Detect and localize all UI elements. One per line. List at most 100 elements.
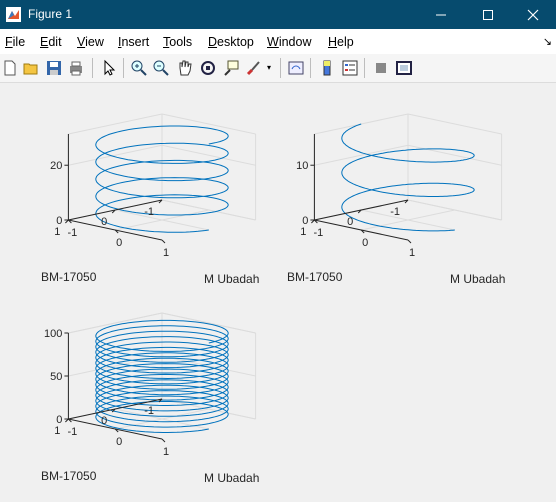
- print-icon[interactable]: [67, 59, 85, 77]
- menu-edit-rest: dit: [48, 35, 62, 49]
- grid-line: [115, 209, 209, 231]
- grid-line: [161, 113, 256, 135]
- link-plot-icon[interactable]: [287, 59, 305, 77]
- toolbar-separator: [123, 58, 124, 78]
- z-tick-label: 0: [302, 215, 308, 227]
- matlab-logo-icon: [6, 7, 21, 22]
- y-tick: [311, 219, 315, 224]
- figure-toolbar: ▾: [0, 54, 556, 83]
- window-title: Figure 1: [28, 7, 73, 21]
- y-tick: [65, 418, 69, 423]
- menu-help[interactable]: Help: [328, 35, 354, 49]
- x-tick: [360, 229, 365, 234]
- maximize-icon: [483, 9, 493, 20]
- menu-window-rest: indow: [278, 35, 312, 49]
- toolbar-separator: [310, 58, 311, 78]
- x-tick-label: -1: [68, 227, 78, 239]
- y-tick-label: 0: [347, 216, 353, 228]
- z-tick-label: 100: [44, 328, 62, 340]
- new-figure-icon[interactable]: [1, 59, 19, 77]
- menu-desktop[interactable]: Desktop: [208, 35, 254, 49]
- menu-edit[interactable]: Edit: [40, 35, 62, 49]
- y-tick: [65, 219, 69, 224]
- z-tick-label: 20: [50, 160, 62, 172]
- menu-tools[interactable]: Tools: [163, 35, 193, 49]
- y-axis-label: BM-17050: [41, 270, 97, 284]
- z-tick-label: 0: [56, 215, 62, 227]
- figure-canvas[interactable]: 0 20 -1 0 1 -1 0 1 BM-17050 M Ubadah 0 10 -1 0 1 -1 0 1 BM…: [0, 83, 556, 502]
- x-tick: [161, 239, 166, 244]
- x-tick-label: 0: [116, 237, 122, 249]
- grid-line: [68, 144, 256, 166]
- y-tick: [111, 209, 116, 214]
- z-tick-label: 0: [56, 414, 62, 426]
- minimize-button[interactable]: [418, 0, 464, 29]
- close-icon: [527, 9, 539, 20]
- toolbar-separator: [280, 58, 281, 78]
- menu-file[interactable]: File: [5, 35, 26, 49]
- pan-icon[interactable]: [176, 59, 194, 77]
- y-tick-label: -1: [144, 405, 154, 417]
- pointer-icon[interactable]: [100, 59, 118, 77]
- helix-series-line: [95, 319, 229, 433]
- rotate-3d-icon[interactable]: [199, 59, 217, 77]
- y-tick: [404, 199, 409, 204]
- open-file-icon[interactable]: [22, 59, 40, 77]
- z-tick-label: 10: [296, 160, 308, 172]
- x-axis-label: M Ubadah: [204, 272, 259, 286]
- x-tick: [407, 239, 412, 244]
- brush-icon[interactable]: [245, 59, 263, 77]
- x-tick: [68, 418, 72, 423]
- colorbar-icon[interactable]: [318, 59, 336, 77]
- y-tick-label: 1: [54, 425, 60, 437]
- y-axis-label: BM-17050: [41, 469, 97, 483]
- maximize-button[interactable]: [465, 0, 511, 29]
- dock-arrow-icon[interactable]: ↘: [542, 36, 552, 48]
- menu-desktop-rest: esktop: [217, 35, 254, 49]
- menu-tools-rest: ools: [169, 35, 193, 49]
- x-tick-label: 1: [409, 247, 415, 259]
- save-icon[interactable]: [45, 59, 63, 77]
- title-bar: Figure 1: [0, 0, 556, 29]
- hide-plot-tools-icon[interactable]: [372, 59, 390, 77]
- menu-view-rest: iew: [85, 35, 104, 49]
- y-tick-label: 0: [101, 216, 107, 228]
- show-plot-tools-icon[interactable]: [395, 59, 413, 77]
- y-tick: [357, 209, 362, 214]
- z-tick-label: 50: [50, 371, 62, 383]
- x-tick: [314, 219, 318, 224]
- y-tick-label: -1: [144, 206, 154, 218]
- close-button[interactable]: [510, 0, 556, 29]
- x-tick: [161, 438, 166, 443]
- x-tick: [114, 229, 119, 234]
- menu-window[interactable]: Window: [267, 35, 312, 49]
- brush-dropdown-icon[interactable]: ▾: [267, 63, 272, 72]
- y-tick: [158, 199, 163, 204]
- y-axis-label: BM-17050: [287, 270, 343, 284]
- menu-file-rest: ile: [12, 35, 26, 49]
- zoom-in-icon[interactable]: [130, 59, 148, 77]
- menu-help-rest: elp: [337, 35, 354, 49]
- x-tick: [114, 428, 119, 433]
- toolbar-separator: [92, 58, 93, 78]
- zoom-out-icon[interactable]: [152, 59, 170, 77]
- x-tick-label: 1: [163, 446, 169, 458]
- x-tick-label: 0: [362, 237, 368, 249]
- x-tick-label: 1: [163, 247, 169, 259]
- legend-icon[interactable]: [341, 59, 359, 77]
- x-axis-label: M Ubadah: [204, 471, 259, 485]
- y-tick: [111, 408, 116, 413]
- menu-view[interactable]: View: [77, 35, 104, 49]
- x-tick-label: 0: [116, 436, 122, 448]
- toolbar-separator: [364, 58, 365, 78]
- data-cursor-icon[interactable]: [222, 59, 240, 77]
- y-tick-label: 0: [101, 415, 107, 427]
- menu-insert-rest: nsert: [121, 35, 150, 49]
- x-tick-label: -1: [314, 227, 324, 239]
- grid-line: [407, 113, 502, 135]
- menu-insert[interactable]: Insert: [118, 35, 150, 49]
- grid-line: [68, 113, 163, 135]
- y-tick-label: 1: [54, 226, 60, 238]
- y-tick-label: -1: [390, 206, 400, 218]
